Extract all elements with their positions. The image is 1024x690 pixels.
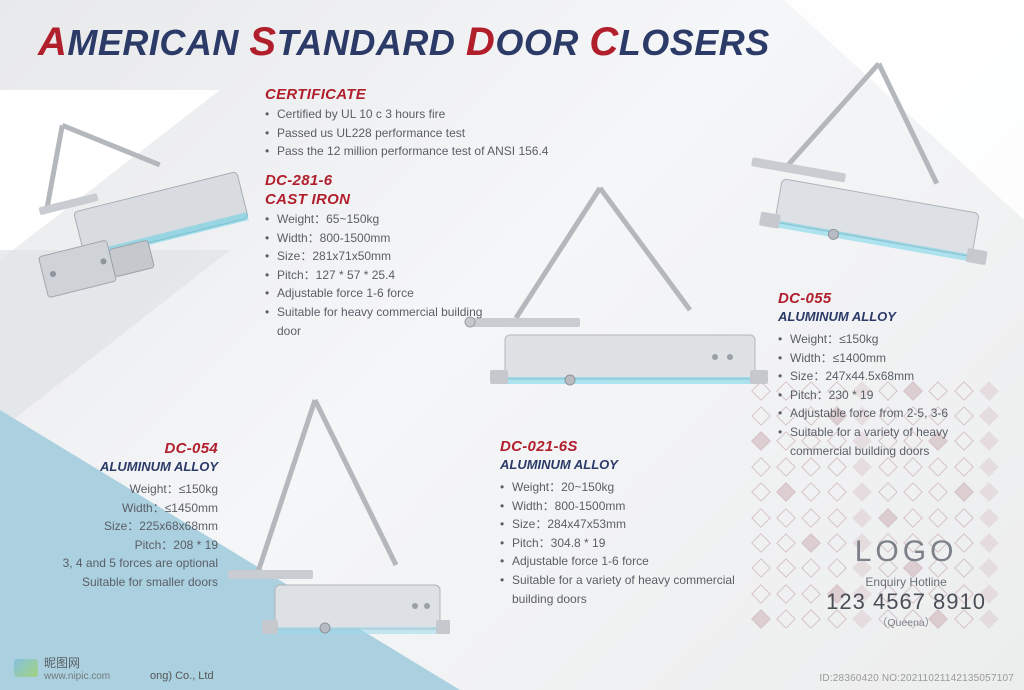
title-cap-2: S [249,20,276,64]
footer-id: ID:28360420 NO:20211021142135057107 [819,673,1014,684]
certificate-list: Certified by UL 10 c 3 hours fire Passed… [265,105,605,161]
spec-item: Pitch：208 * 19 [18,536,218,555]
product-image-dc055 [730,50,990,290]
spec-item: Width：≤1400mm [778,349,998,368]
spec-item: Pitch：127 * 57 * 25.4 [265,266,495,285]
spec-item: Pitch：304.8 * 19 [500,534,760,553]
page-title: AMERICAN STANDARD DOOR CLOSERS [38,20,770,65]
certificate-block: CERTIFICATE Certified by UL 10 c 3 hours… [265,86,605,161]
page: AMERICAN STANDARD DOOR CLOSERS [0,0,1024,690]
hotline-sub: （Queena） [826,615,986,630]
spec-item: 3, 4 and 5 forces are optional [18,554,218,573]
spec-list: Weight：20~150kg Width：800-1500mm Size：28… [500,478,760,608]
spec-item: Weight：20~150kg [500,478,760,497]
title-rest-2: TANDARD [277,22,456,63]
product-model: DC-021-6S [500,438,760,455]
spec-item: Pitch：230 * 19 [778,386,998,405]
product-block-dc021: DC-021-6S ALUMINUM ALLOY Weight：20~150kg… [500,438,760,608]
spec-item: Size：281x71x50mm [265,247,495,266]
spec-item: Weight：≤150kg [18,480,218,499]
title-cap-4: C [589,20,618,64]
watermark: 昵图网 www.nipic.com [14,654,110,682]
spec-item: Weight：≤150kg [778,330,998,349]
product-material: ALUMINUM ALLOY [18,459,218,474]
product-block-dc281: DC-281-6 CAST IRON Weight：65~150kg Width… [265,172,495,340]
watermark-site-cn: 昵图网 [44,654,110,671]
spec-item: Width：≤1450mm [18,499,218,518]
spec-list: Weight：≤150kg Width：≤1400mm Size：247x44.… [778,330,998,460]
product-image-dc054 [220,380,450,660]
certificate-item: Certified by UL 10 c 3 hours fire [265,105,605,124]
product-material: ALUMINUM ALLOY [778,309,998,324]
product-model: DC-054 [18,440,218,457]
title-rest-1: MERICAN [67,22,239,63]
hotline-number: 123 4567 8910 [826,589,986,615]
spec-item: Width：800-1500mm [500,497,760,516]
spec-item: Suitable for smaller doors [18,573,218,592]
logo-hotline-box: LOGO Enquiry Hotline 123 4567 8910 （Quee… [826,535,986,630]
product-image-dc281 [18,92,253,312]
spec-item: Adjustable force 1-6 force [265,284,495,303]
product-material: CAST IRON [265,191,495,208]
certificate-item: Passed us UL228 performance test [265,124,605,143]
hotline-label: Enquiry Hotline [826,575,986,589]
certificate-heading: CERTIFICATE [265,86,605,103]
product-material: ALUMINUM ALLOY [500,457,760,472]
title-cap-1: A [38,20,67,64]
product-block-dc055: DC-055 ALUMINUM ALLOY Weight：≤150kg Widt… [778,290,998,460]
spec-item: Suitable for a variety of heavy commerci… [778,423,998,460]
logo-text: LOGO [826,535,986,569]
spec-list: Weight：65~150kg Width：800-1500mm Size：28… [265,210,495,340]
watermark-logo-icon [14,659,38,677]
title-cap-3: D [466,20,495,64]
product-block-dc054: DC-054 ALUMINUM ALLOY Weight：≤150kg Widt… [18,440,218,592]
spec-item: Size：284x47x53mm [500,515,760,534]
product-model: DC-055 [778,290,998,307]
spec-item: Adjustable force from 2-5, 3-6 [778,404,998,423]
spec-item: Width：800-1500mm [265,229,495,248]
spec-list: Weight：≤150kg Width：≤1450mm Size：225x68x… [18,480,218,592]
spec-item: Weight：65~150kg [265,210,495,229]
title-rest-3: OOR [495,22,579,63]
certificate-item: Pass the 12 million performance test of … [265,142,605,161]
footer-company: ong) Co., Ltd [150,670,214,682]
spec-item: Size：247x44.5x68mm [778,367,998,386]
spec-item: Suitable for heavy commercial building d… [265,303,495,340]
product-model: DC-281-6 [265,172,495,189]
spec-item: Suitable for a variety of heavy commerci… [500,571,760,608]
watermark-site-url: www.nipic.com [44,671,110,682]
spec-item: Size：225x68x68mm [18,517,218,536]
spec-item: Adjustable force 1-6 force [500,552,760,571]
